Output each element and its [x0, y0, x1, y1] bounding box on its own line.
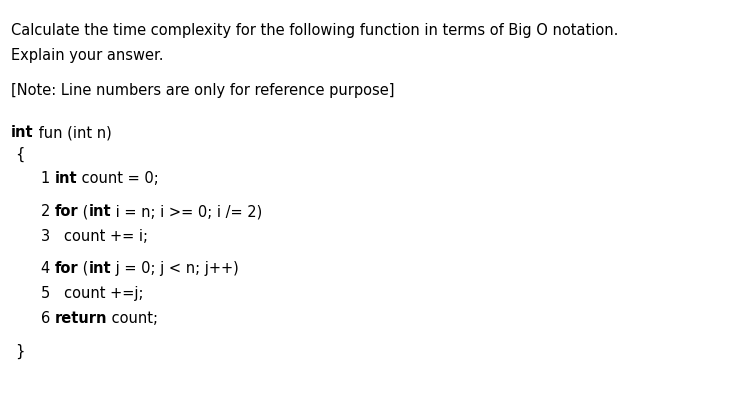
Text: 6: 6 [41, 311, 55, 326]
Text: int: int [55, 171, 77, 186]
Text: }: } [15, 344, 24, 359]
Text: 1: 1 [41, 171, 55, 186]
Text: Calculate the time complexity for the following function in terms of Big O notat: Calculate the time complexity for the fo… [11, 23, 619, 38]
Text: fun (int n): fun (int n) [34, 125, 112, 140]
Text: Explain your answer.: Explain your answer. [11, 48, 163, 63]
Text: [Note: Line numbers are only for reference purpose]: [Note: Line numbers are only for referen… [11, 83, 395, 98]
Text: int: int [89, 261, 111, 276]
Text: 4: 4 [41, 261, 55, 276]
Text: for: for [55, 204, 78, 219]
Text: 5   count +=j;: 5 count +=j; [41, 286, 143, 301]
Text: 3   count += i;: 3 count += i; [41, 229, 148, 244]
Text: count = 0;: count = 0; [77, 171, 159, 186]
Text: 2: 2 [41, 204, 55, 219]
Text: (: ( [78, 204, 89, 219]
Text: j = 0; j < n; j++): j = 0; j < n; j++) [111, 261, 239, 276]
Text: (: ( [78, 261, 89, 276]
Text: count;: count; [107, 311, 158, 326]
Text: {: { [15, 147, 24, 162]
Text: int: int [11, 125, 34, 140]
Text: i = n; i >= 0; i /= 2): i = n; i >= 0; i /= 2) [112, 204, 262, 219]
Text: int: int [89, 204, 112, 219]
Text: for: for [55, 261, 78, 276]
Text: return: return [55, 311, 107, 326]
